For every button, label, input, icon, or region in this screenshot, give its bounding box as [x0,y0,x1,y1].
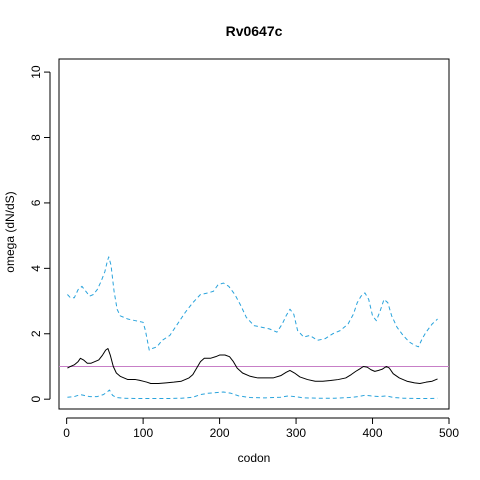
y-tick-label: 8 [29,134,43,141]
y-tick-label: 0 [29,396,43,403]
y-axis-label: omega (dN/dS) [3,191,17,272]
series-line-upper-bound [67,256,438,351]
y-tick-label: 2 [29,330,43,337]
x-axis-label: codon [238,451,271,465]
x-axis: 0 100 200 300 400 500 [63,417,459,440]
plot-frame [58,58,450,410]
y-tick-label: 10 [29,65,43,79]
x-tick-label: 400 [363,426,383,440]
series-line-estimate [67,347,438,384]
x-tick-label: 100 [133,426,153,440]
x-tick-label: 500 [439,426,459,440]
x-tick-label: 200 [210,426,230,440]
y-tick-label: 4 [29,265,43,272]
y-tick-label: 6 [29,199,43,206]
y-axis: 0 2 4 6 8 10 [29,65,51,403]
series-line-lower-bound [67,389,438,400]
x-tick-label: 300 [286,426,306,440]
chart-title: Rv0647c [226,23,283,39]
x-tick-label: 0 [63,426,70,440]
series-layer [67,256,438,400]
